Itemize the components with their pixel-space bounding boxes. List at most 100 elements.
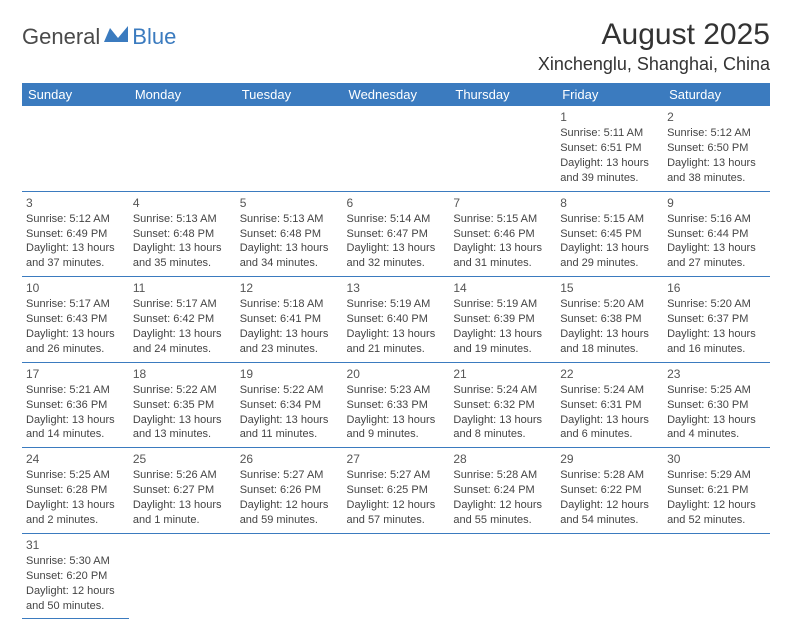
calendar-cell bbox=[129, 106, 236, 191]
calendar-row: 17Sunrise: 5:21 AMSunset: 6:36 PMDayligh… bbox=[22, 362, 770, 448]
calendar-cell: 18Sunrise: 5:22 AMSunset: 6:35 PMDayligh… bbox=[129, 362, 236, 448]
daylight-text: Daylight: 13 hours and 18 minutes. bbox=[560, 327, 659, 357]
sunset-text: Sunset: 6:20 PM bbox=[26, 569, 125, 584]
sunrise-text: Sunrise: 5:26 AM bbox=[133, 468, 232, 483]
calendar-cell: 21Sunrise: 5:24 AMSunset: 6:32 PMDayligh… bbox=[449, 362, 556, 448]
day-number: 5 bbox=[240, 195, 339, 211]
sunset-text: Sunset: 6:33 PM bbox=[347, 398, 446, 413]
day-number: 1 bbox=[560, 109, 659, 125]
sunset-text: Sunset: 6:47 PM bbox=[347, 227, 446, 242]
sunset-text: Sunset: 6:27 PM bbox=[133, 483, 232, 498]
sunset-text: Sunset: 6:26 PM bbox=[240, 483, 339, 498]
day-number: 17 bbox=[26, 366, 125, 382]
daylight-text: Daylight: 12 hours and 52 minutes. bbox=[667, 498, 766, 528]
day-number: 4 bbox=[133, 195, 232, 211]
day-number: 26 bbox=[240, 451, 339, 467]
calendar-cell: 14Sunrise: 5:19 AMSunset: 6:39 PMDayligh… bbox=[449, 277, 556, 363]
weekday-header-row: Sunday Monday Tuesday Wednesday Thursday… bbox=[22, 83, 770, 106]
sunrise-text: Sunrise: 5:13 AM bbox=[133, 212, 232, 227]
calendar-row: 3Sunrise: 5:12 AMSunset: 6:49 PMDaylight… bbox=[22, 191, 770, 277]
daylight-text: Daylight: 12 hours and 55 minutes. bbox=[453, 498, 552, 528]
day-number: 29 bbox=[560, 451, 659, 467]
sunrise-text: Sunrise: 5:19 AM bbox=[347, 297, 446, 312]
sunset-text: Sunset: 6:24 PM bbox=[453, 483, 552, 498]
sunrise-text: Sunrise: 5:17 AM bbox=[26, 297, 125, 312]
calendar-table: Sunday Monday Tuesday Wednesday Thursday… bbox=[22, 83, 770, 619]
calendar-cell bbox=[449, 533, 556, 619]
sunset-text: Sunset: 6:38 PM bbox=[560, 312, 659, 327]
day-number: 16 bbox=[667, 280, 766, 296]
sunset-text: Sunset: 6:37 PM bbox=[667, 312, 766, 327]
calendar-cell: 8Sunrise: 5:15 AMSunset: 6:45 PMDaylight… bbox=[556, 191, 663, 277]
daylight-text: Daylight: 13 hours and 19 minutes. bbox=[453, 327, 552, 357]
sunrise-text: Sunrise: 5:27 AM bbox=[240, 468, 339, 483]
header: General Blue August 2025 Xinchenglu, Sha… bbox=[22, 18, 770, 75]
day-number: 3 bbox=[26, 195, 125, 211]
calendar-cell: 15Sunrise: 5:20 AMSunset: 6:38 PMDayligh… bbox=[556, 277, 663, 363]
logo-text-blue: Blue bbox=[132, 24, 176, 50]
daylight-text: Daylight: 12 hours and 59 minutes. bbox=[240, 498, 339, 528]
calendar-cell: 9Sunrise: 5:16 AMSunset: 6:44 PMDaylight… bbox=[663, 191, 770, 277]
sunrise-text: Sunrise: 5:27 AM bbox=[347, 468, 446, 483]
daylight-text: Daylight: 13 hours and 11 minutes. bbox=[240, 413, 339, 443]
calendar-cell: 17Sunrise: 5:21 AMSunset: 6:36 PMDayligh… bbox=[22, 362, 129, 448]
sunset-text: Sunset: 6:31 PM bbox=[560, 398, 659, 413]
calendar-row: 10Sunrise: 5:17 AMSunset: 6:43 PMDayligh… bbox=[22, 277, 770, 363]
calendar-row: 31Sunrise: 5:30 AMSunset: 6:20 PMDayligh… bbox=[22, 533, 770, 619]
daylight-text: Daylight: 12 hours and 50 minutes. bbox=[26, 584, 125, 614]
sunrise-text: Sunrise: 5:21 AM bbox=[26, 383, 125, 398]
day-number: 22 bbox=[560, 366, 659, 382]
sunset-text: Sunset: 6:48 PM bbox=[240, 227, 339, 242]
sunset-text: Sunset: 6:25 PM bbox=[347, 483, 446, 498]
day-number: 19 bbox=[240, 366, 339, 382]
sunrise-text: Sunrise: 5:25 AM bbox=[667, 383, 766, 398]
daylight-text: Daylight: 13 hours and 34 minutes. bbox=[240, 241, 339, 271]
sunset-text: Sunset: 6:32 PM bbox=[453, 398, 552, 413]
calendar-cell: 19Sunrise: 5:22 AMSunset: 6:34 PMDayligh… bbox=[236, 362, 343, 448]
location-label: Xinchenglu, Shanghai, China bbox=[538, 54, 770, 75]
calendar-cell bbox=[556, 533, 663, 619]
sunset-text: Sunset: 6:43 PM bbox=[26, 312, 125, 327]
calendar-cell: 28Sunrise: 5:28 AMSunset: 6:24 PMDayligh… bbox=[449, 448, 556, 534]
sunrise-text: Sunrise: 5:24 AM bbox=[453, 383, 552, 398]
calendar-cell: 26Sunrise: 5:27 AMSunset: 6:26 PMDayligh… bbox=[236, 448, 343, 534]
sunrise-text: Sunrise: 5:20 AM bbox=[667, 297, 766, 312]
calendar-cell: 1Sunrise: 5:11 AMSunset: 6:51 PMDaylight… bbox=[556, 106, 663, 191]
daylight-text: Daylight: 13 hours and 38 minutes. bbox=[667, 156, 766, 186]
daylight-text: Daylight: 13 hours and 2 minutes. bbox=[26, 498, 125, 528]
calendar-body: 1Sunrise: 5:11 AMSunset: 6:51 PMDaylight… bbox=[22, 106, 770, 619]
calendar-cell: 5Sunrise: 5:13 AMSunset: 6:48 PMDaylight… bbox=[236, 191, 343, 277]
daylight-text: Daylight: 13 hours and 39 minutes. bbox=[560, 156, 659, 186]
calendar-row: 1Sunrise: 5:11 AMSunset: 6:51 PMDaylight… bbox=[22, 106, 770, 191]
daylight-text: Daylight: 13 hours and 4 minutes. bbox=[667, 413, 766, 443]
sunrise-text: Sunrise: 5:14 AM bbox=[347, 212, 446, 227]
daylight-text: Daylight: 13 hours and 27 minutes. bbox=[667, 241, 766, 271]
calendar-row: 24Sunrise: 5:25 AMSunset: 6:28 PMDayligh… bbox=[22, 448, 770, 534]
calendar-cell: 20Sunrise: 5:23 AMSunset: 6:33 PMDayligh… bbox=[343, 362, 450, 448]
calendar-cell bbox=[236, 106, 343, 191]
sunrise-text: Sunrise: 5:17 AM bbox=[133, 297, 232, 312]
daylight-text: Daylight: 13 hours and 26 minutes. bbox=[26, 327, 125, 357]
daylight-text: Daylight: 13 hours and 35 minutes. bbox=[133, 241, 232, 271]
sunrise-text: Sunrise: 5:16 AM bbox=[667, 212, 766, 227]
daylight-text: Daylight: 13 hours and 32 minutes. bbox=[347, 241, 446, 271]
day-number: 18 bbox=[133, 366, 232, 382]
day-number: 25 bbox=[133, 451, 232, 467]
sunset-text: Sunset: 6:50 PM bbox=[667, 141, 766, 156]
daylight-text: Daylight: 13 hours and 24 minutes. bbox=[133, 327, 232, 357]
daylight-text: Daylight: 13 hours and 16 minutes. bbox=[667, 327, 766, 357]
calendar-cell bbox=[343, 533, 450, 619]
sunrise-text: Sunrise: 5:28 AM bbox=[560, 468, 659, 483]
sunset-text: Sunset: 6:22 PM bbox=[560, 483, 659, 498]
daylight-text: Daylight: 13 hours and 9 minutes. bbox=[347, 413, 446, 443]
daylight-text: Daylight: 13 hours and 13 minutes. bbox=[133, 413, 232, 443]
sunset-text: Sunset: 6:44 PM bbox=[667, 227, 766, 242]
day-number: 8 bbox=[560, 195, 659, 211]
daylight-text: Daylight: 13 hours and 37 minutes. bbox=[26, 241, 125, 271]
day-number: 6 bbox=[347, 195, 446, 211]
weekday-header: Saturday bbox=[663, 83, 770, 106]
sunrise-text: Sunrise: 5:23 AM bbox=[347, 383, 446, 398]
sunset-text: Sunset: 6:46 PM bbox=[453, 227, 552, 242]
day-number: 14 bbox=[453, 280, 552, 296]
calendar-cell: 11Sunrise: 5:17 AMSunset: 6:42 PMDayligh… bbox=[129, 277, 236, 363]
